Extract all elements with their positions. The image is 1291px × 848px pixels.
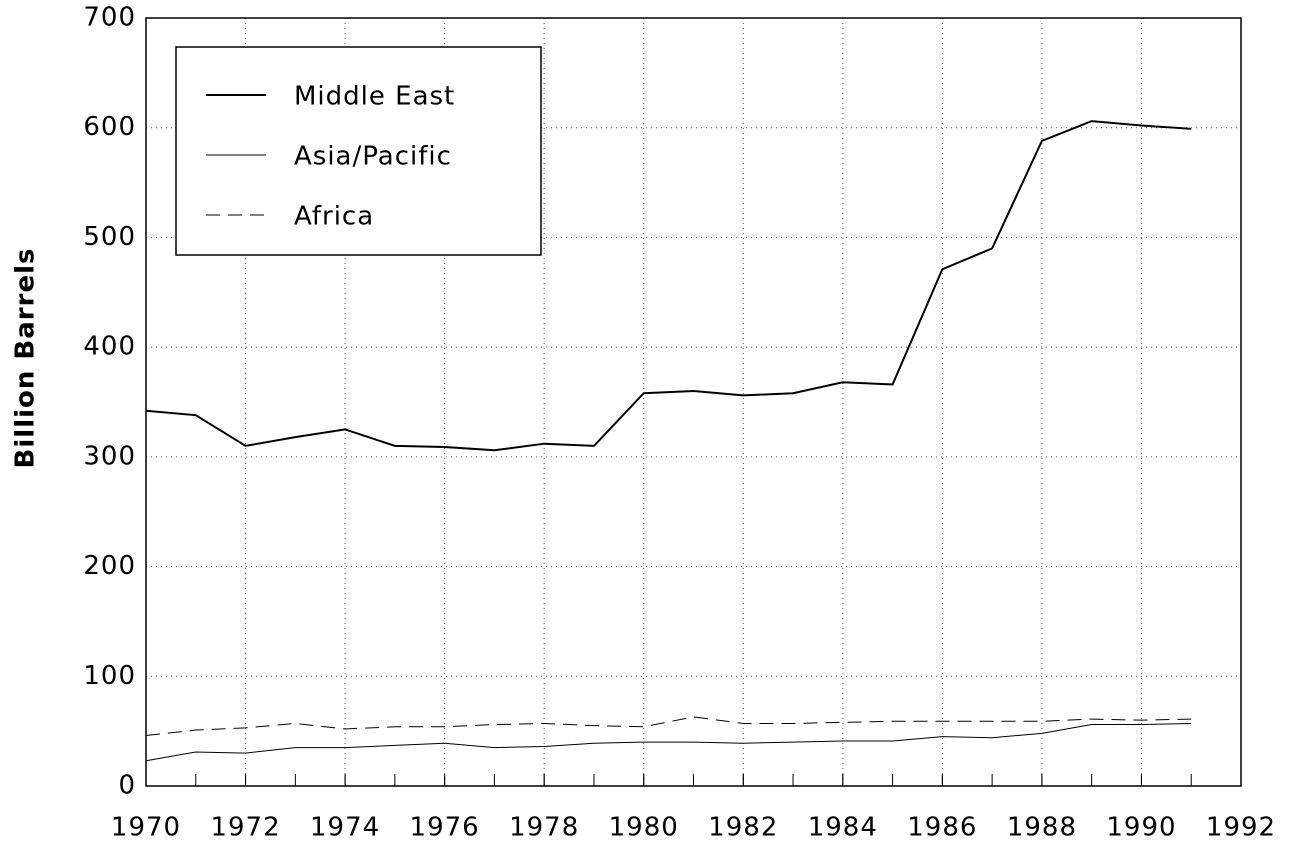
- x-tick-label: 1976: [410, 813, 480, 843]
- x-tick-label: 1978: [509, 813, 579, 843]
- plot-frame: [145, 17, 1242, 787]
- y-tick-label: 500: [83, 222, 136, 252]
- y-tick-label: 700: [83, 3, 136, 33]
- legend-label: Africa: [294, 202, 374, 232]
- legend-label: Asia/Pacific: [294, 142, 452, 172]
- x-tick-label: 1990: [1106, 813, 1176, 843]
- x-tick-label: 1980: [609, 813, 679, 843]
- x-tick-label: 1988: [1007, 813, 1077, 843]
- x-tick-label: 1972: [210, 813, 280, 843]
- x-tick-label: 1986: [907, 813, 977, 843]
- y-tick-label: 400: [83, 332, 136, 362]
- y-tick-label: 200: [83, 551, 136, 581]
- x-tick-label: 1984: [808, 813, 878, 843]
- y-axis-label: Billion Barrels: [11, 248, 41, 469]
- x-tick-label: 1970: [111, 813, 181, 843]
- y-tick-label: 600: [83, 112, 136, 142]
- series-line: [145, 716, 1192, 737]
- y-tick-label: 0: [118, 771, 136, 801]
- y-tick-label: 300: [83, 441, 136, 471]
- x-tick-label: 1992: [1206, 813, 1276, 843]
- x-tick-label: 1974: [310, 813, 380, 843]
- legend-label: Middle East: [294, 82, 455, 112]
- y-tick-label: 100: [83, 661, 136, 691]
- series-line: [145, 722, 1192, 762]
- legend-box: [175, 46, 542, 256]
- x-tick-label: 1982: [708, 813, 778, 843]
- series-line: [145, 120, 1192, 452]
